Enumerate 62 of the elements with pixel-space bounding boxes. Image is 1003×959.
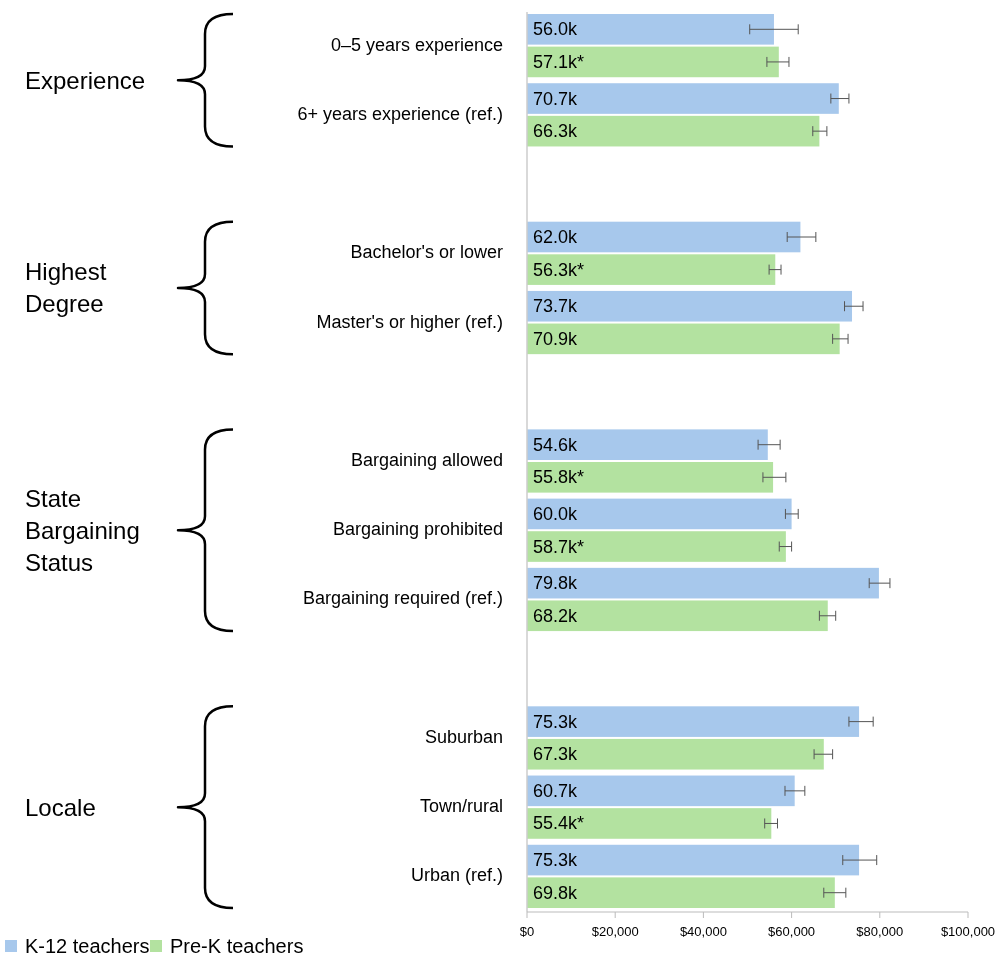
x-tick-label: $60,000: [768, 924, 816, 939]
text: State Bargaining Status: [25, 484, 140, 576]
y-tick-label: Bachelor's or lower: [350, 242, 503, 263]
bar: [527, 808, 772, 839]
data-label: 67.3k: [533, 744, 579, 765]
x-tick-label: $100,000: [940, 924, 996, 939]
bar: [527, 429, 768, 460]
bar: [527, 115, 820, 147]
bar: [527, 46, 779, 78]
x-tick-label: $40,000: [679, 924, 727, 939]
data-label: 56.0k: [533, 19, 579, 40]
bar: [527, 775, 795, 807]
y-tick-label: Suburban: [424, 726, 503, 747]
data-label: 57.1k*: [533, 51, 585, 72]
y-tick-label: Urban (ref.): [410, 865, 503, 886]
bar: [527, 567, 879, 599]
data-label: 55.4k*: [533, 813, 585, 834]
bar: [527, 290, 853, 322]
y-tick-label: Bargaining required (ref.): [302, 588, 503, 609]
y-tick-label: 6+ years experience (ref.): [297, 103, 503, 124]
data-label: 62.0k: [533, 227, 579, 247]
data-label: 60.7k: [533, 780, 579, 801]
data-label: 55.8k*: [533, 467, 585, 488]
data-label: 66.3k: [533, 121, 579, 142]
data-label: 79.8k: [533, 573, 579, 594]
text: Highest Degree: [25, 258, 107, 318]
bar: [527, 844, 860, 876]
data-label: 70.7k: [533, 88, 579, 109]
data-label: 73.7k: [533, 296, 579, 317]
bar: [527, 600, 828, 632]
x-tick-label: $20,000: [591, 924, 639, 939]
y-tick-label: 0–5 years experience: [330, 34, 503, 55]
bar: [527, 83, 839, 114]
legend-label: K-12 teachers: [25, 935, 150, 957]
x-tick-label: $0: [519, 924, 535, 939]
data-label: 69.8k: [533, 882, 579, 903]
data-label: 54.6k: [533, 434, 579, 455]
data-label: 58.7k*: [533, 536, 585, 557]
bar: [527, 706, 860, 737]
data-label: 75.3k: [533, 711, 579, 732]
y-tick-label: Town/rural: [419, 796, 503, 817]
bar: [527, 323, 840, 355]
y-tick-label: Bargaining prohibited: [332, 519, 503, 540]
text: Experience: [25, 66, 146, 94]
legend-label: Pre-K teachers: [170, 935, 304, 957]
bar: [527, 254, 776, 285]
data-label: 56.3k*: [533, 259, 585, 280]
data-label: 68.2k: [533, 605, 579, 626]
bar: [527, 877, 835, 908]
bar: [527, 221, 801, 253]
y-tick-label: Bargaining allowed: [350, 450, 503, 470]
bar: [527, 462, 774, 493]
text: Locale: [25, 793, 96, 821]
y-tick-label: Master's or higher (ref.): [316, 311, 503, 332]
bar: [527, 498, 792, 530]
x-tick-label: $80,000: [856, 924, 904, 939]
data-label: 60.0k: [533, 503, 579, 524]
bar: [527, 14, 774, 45]
bar: [527, 738, 824, 770]
data-label: 70.9k: [533, 328, 579, 349]
bar: [527, 531, 786, 562]
data-label: 75.3k: [533, 850, 579, 871]
